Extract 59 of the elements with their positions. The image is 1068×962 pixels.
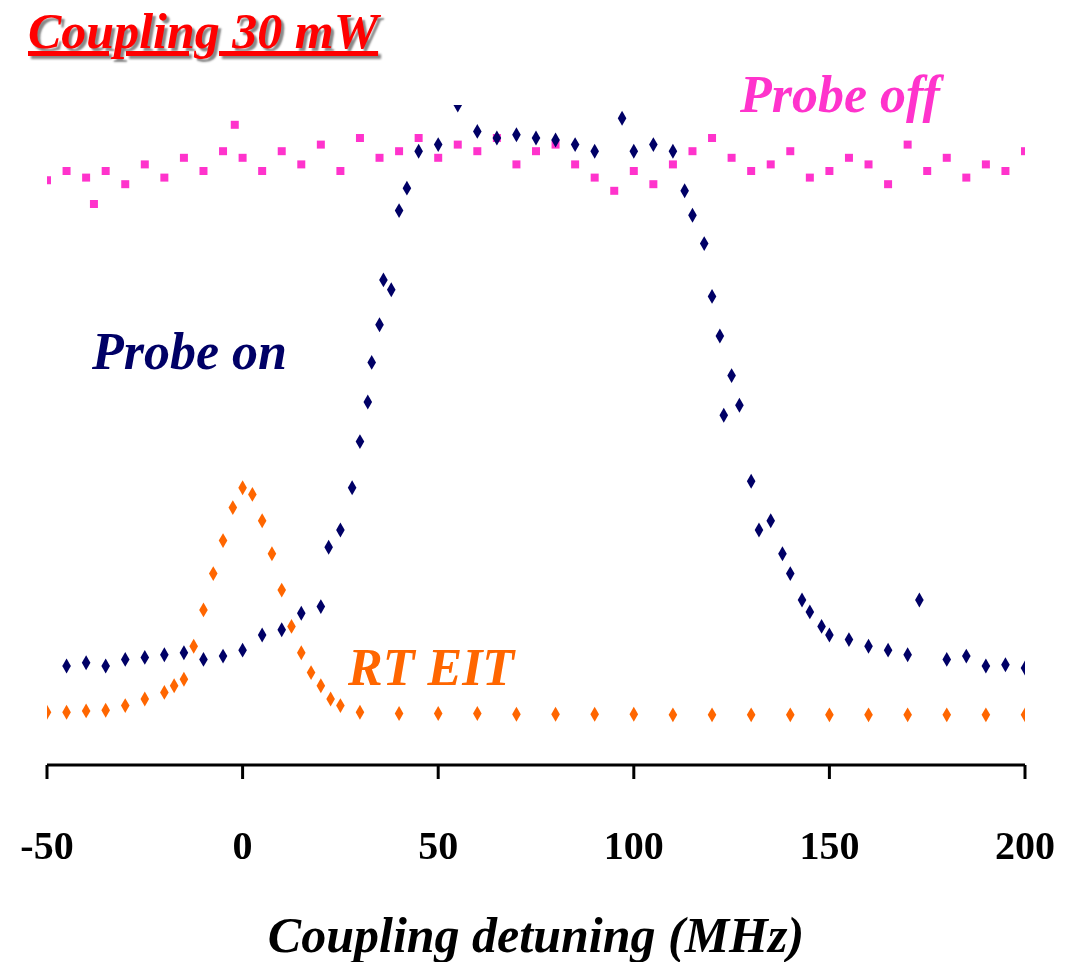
x-tick-label: -50	[20, 823, 74, 869]
point	[512, 160, 521, 169]
point	[199, 167, 208, 175]
x-tick-label: 100	[603, 823, 664, 869]
point	[316, 140, 325, 149]
point	[1001, 167, 1010, 175]
point	[121, 180, 130, 189]
point	[375, 153, 384, 162]
point	[82, 173, 91, 182]
point	[219, 147, 228, 156]
point	[903, 140, 912, 149]
point	[962, 173, 971, 182]
point	[297, 160, 306, 169]
point	[649, 180, 658, 189]
point	[747, 167, 756, 175]
point	[708, 134, 717, 142]
point	[786, 147, 795, 156]
point	[825, 167, 834, 175]
point	[610, 186, 619, 195]
point	[277, 147, 286, 156]
x-tick-label: 0	[232, 823, 253, 869]
point	[179, 153, 188, 162]
point	[844, 153, 853, 162]
point	[727, 153, 736, 162]
point	[571, 160, 580, 169]
point	[336, 167, 345, 175]
point	[532, 147, 540, 156]
point	[473, 147, 482, 156]
x-tick-label: 50	[418, 823, 459, 869]
point	[590, 173, 599, 182]
x-tick-label: 150	[799, 823, 860, 869]
point	[805, 173, 814, 182]
point	[414, 134, 423, 142]
series-label: RT EIT	[348, 638, 515, 697]
point	[981, 160, 990, 169]
point	[688, 147, 697, 156]
point	[668, 160, 677, 169]
point	[89, 200, 98, 208]
point	[923, 167, 932, 175]
point	[942, 153, 951, 162]
point	[230, 120, 239, 129]
point	[395, 147, 404, 156]
point	[766, 160, 775, 169]
point	[101, 167, 110, 175]
point	[238, 153, 247, 162]
chart-title: Coupling 30 mW	[28, 2, 379, 60]
point	[864, 160, 873, 169]
x-tick-label: 200	[995, 823, 1055, 869]
point	[434, 153, 443, 162]
point	[140, 160, 149, 169]
x-axis-title: Coupling detuning (MHz)	[267, 907, 805, 962]
point	[160, 173, 169, 182]
point	[884, 180, 893, 189]
series-label: Probe on	[92, 322, 287, 381]
point	[355, 134, 364, 142]
point	[62, 167, 71, 175]
point	[258, 167, 267, 175]
point	[453, 140, 462, 149]
point	[629, 167, 638, 175]
